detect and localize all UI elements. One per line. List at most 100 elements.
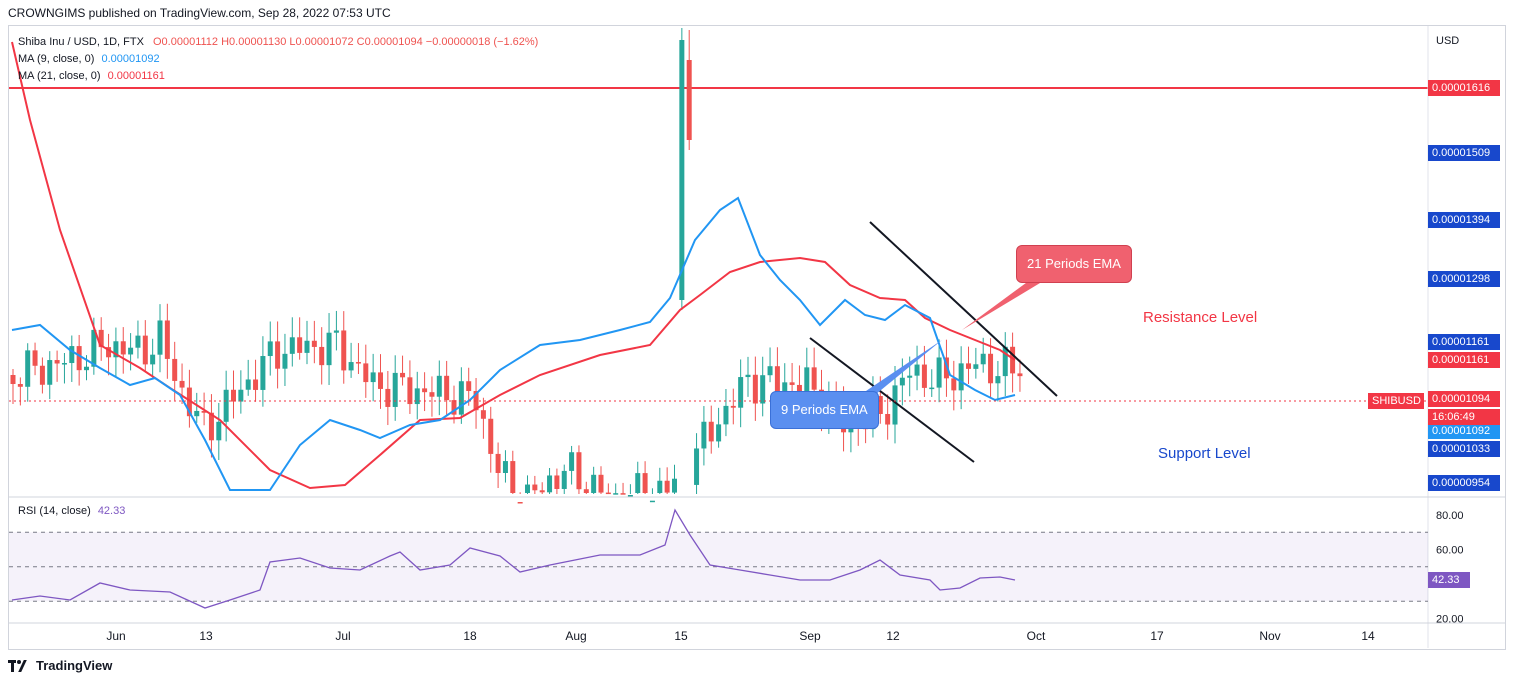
candle-body	[539, 490, 545, 493]
candle-body	[694, 448, 700, 485]
candle-body	[951, 378, 957, 391]
candle-body	[150, 354, 156, 365]
ema21-pointer	[962, 280, 1045, 330]
candle-body	[164, 320, 170, 359]
candle-body	[657, 480, 663, 493]
candle-body	[672, 478, 677, 493]
ma21-legend: MA (21, close, 0) 0.00001161	[18, 70, 165, 82]
candle-body	[319, 346, 325, 366]
candle-body	[466, 381, 472, 391]
rsi-line	[11, 508, 1016, 609]
candle-body	[583, 489, 589, 493]
candle-body	[738, 377, 744, 408]
candle-body	[238, 389, 244, 402]
candle-body	[253, 379, 259, 390]
candle-body	[216, 421, 222, 441]
ma9-value: 0.00001092	[101, 53, 160, 65]
lower-trendline	[809, 337, 975, 463]
candle-body	[642, 473, 648, 493]
candle-body	[422, 388, 428, 393]
candle-body	[392, 372, 398, 407]
candle-body	[936, 357, 942, 388]
ma9-line	[11, 196, 1016, 491]
rsi-tick-label: 80.00	[1436, 510, 1464, 522]
rsi-tick-label: 60.00	[1436, 545, 1464, 557]
candle-body	[723, 405, 729, 425]
candle-body	[135, 335, 141, 348]
candle-body	[554, 475, 560, 489]
rsi-value: 42.33	[97, 505, 126, 517]
x-tick-label: 13	[199, 629, 213, 643]
candle-body	[598, 474, 604, 493]
x-tick-label: 15	[674, 629, 688, 643]
candle-body	[760, 375, 766, 404]
x-tick-label: 17	[1150, 629, 1164, 643]
candle-body	[473, 390, 479, 411]
ma21-value: 0.00001161	[107, 70, 165, 82]
candle-body	[355, 362, 361, 364]
price-axis-label: 0.00001092	[1428, 423, 1500, 439]
candle-body	[128, 347, 134, 355]
candle-body	[17, 384, 23, 387]
candle-body	[605, 492, 611, 495]
candle-body	[804, 367, 810, 394]
candle-body	[444, 375, 450, 401]
candle-body	[517, 502, 523, 504]
candle-body	[480, 410, 486, 419]
price-axis-label: 0.00001161	[1428, 352, 1500, 368]
x-tick-label: Jun	[106, 629, 125, 643]
candle-body	[796, 384, 802, 394]
candle-body	[142, 335, 148, 365]
candle-body	[186, 387, 192, 417]
candle-body	[752, 374, 758, 404]
x-tick-label: 12	[886, 629, 900, 643]
candle-body	[907, 375, 913, 378]
candle-body	[914, 364, 920, 376]
candle-body	[282, 353, 288, 369]
rsi-value-label: 42.33	[1428, 572, 1470, 588]
currency-label: USD	[1436, 35, 1460, 47]
candle-body	[414, 388, 420, 405]
tradingview-footer[interactable]: TradingView	[8, 658, 112, 673]
price-axis-label: 0.00001509	[1428, 145, 1500, 161]
candle-body	[172, 358, 178, 381]
price-axis-label: 0.00001298	[1428, 271, 1500, 287]
x-tick-label: Sep	[799, 629, 821, 643]
candle-body	[120, 341, 126, 355]
candle-body	[664, 480, 670, 493]
candle-body	[899, 377, 905, 386]
candle-body	[958, 363, 964, 391]
candle-body	[39, 365, 45, 385]
candle-body	[686, 60, 692, 140]
candle-body	[385, 388, 391, 407]
ohlc-values: O0.00001112 H0.00001130 L0.00001072 C0.0…	[153, 36, 539, 48]
tradingview-logo-icon	[8, 659, 30, 672]
candle-body	[91, 329, 97, 367]
x-tick-label: Jul	[335, 629, 350, 643]
x-tick-label: 18	[463, 629, 477, 643]
candle-body	[811, 367, 817, 390]
candle-body	[341, 330, 347, 371]
ma9-label: MA (9, close, 0)	[18, 53, 95, 65]
candle-body	[525, 484, 530, 493]
candle-body	[547, 475, 553, 493]
candle-body	[363, 363, 369, 383]
chart-header: CROWNGIMS published on TradingView.com, …	[8, 6, 391, 20]
price-axis-label: 0.00001094	[1428, 391, 1500, 407]
candle-body	[84, 366, 89, 371]
price-axis-label: 0.00001161	[1428, 334, 1500, 350]
candle-body	[304, 340, 310, 353]
ma9-legend: MA (9, close, 0) 0.00001092	[18, 53, 160, 65]
candle-body	[966, 363, 971, 369]
x-tick-label: Aug	[565, 629, 586, 643]
chart-frame[interactable]	[8, 25, 1506, 650]
candle-body	[774, 366, 780, 393]
candle-body	[532, 484, 538, 491]
candle-body	[767, 366, 773, 376]
candle-body	[289, 337, 295, 354]
support-annotation: Support Level	[1158, 445, 1251, 462]
countdown-label: 16:06:49	[1428, 409, 1500, 425]
candle-body	[620, 493, 626, 495]
candle-body	[627, 495, 633, 497]
